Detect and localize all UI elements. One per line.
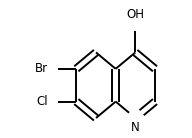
Text: OH: OH xyxy=(126,8,144,21)
Text: Cl: Cl xyxy=(37,95,48,108)
Text: Br: Br xyxy=(35,62,48,75)
Text: N: N xyxy=(131,121,140,134)
